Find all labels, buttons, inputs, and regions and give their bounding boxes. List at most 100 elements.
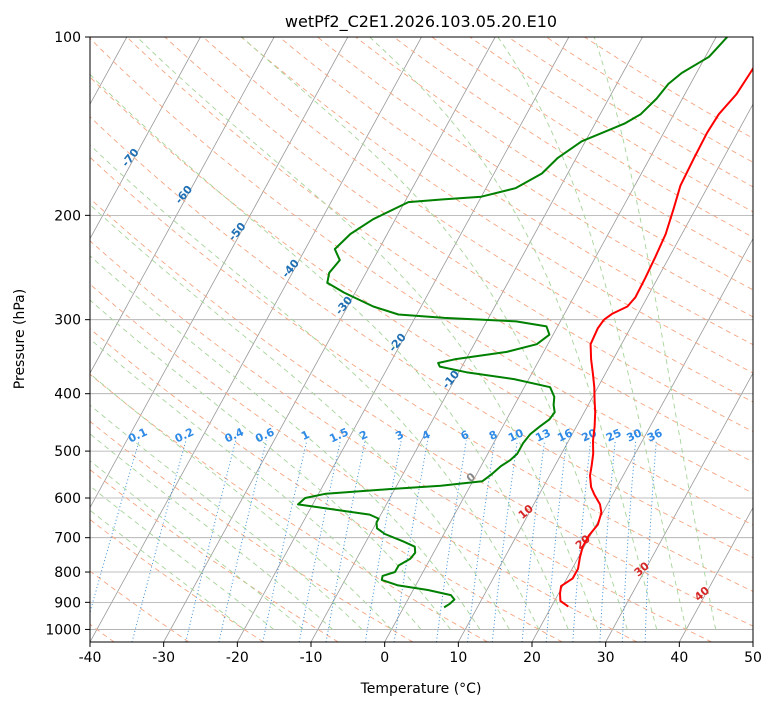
moist-adiabat-line	[90, 460, 304, 630]
moist-adiabat-line	[90, 509, 245, 630]
mixing-ratio-line	[218, 440, 267, 642]
dry-adiabat-line	[507, 37, 753, 188]
mixing-ratio-label: 20	[580, 426, 600, 444]
isotherm-line	[90, 37, 422, 642]
chart-title: wetPf2_C2E1.2026.103.05.20.E10	[285, 12, 557, 32]
plot-frame	[89, 36, 754, 643]
moist-adiabat-line	[90, 144, 540, 630]
mixing-ratio-line	[599, 440, 616, 642]
isotherm-label: -80	[66, 109, 89, 133]
mixing-ratio-line	[131, 440, 187, 642]
mixing-ratio-label: 4	[420, 428, 433, 443]
isotherm-line	[90, 37, 201, 240]
mixing-ratio-label: 13	[533, 426, 552, 444]
mixing-ratio-label: 0.4	[223, 425, 246, 445]
dry-adiabat-line	[90, 328, 563, 642]
y-tick-label: 600	[54, 491, 81, 507]
y-tick-label: 900	[54, 595, 81, 611]
y-tick-label: 700	[54, 531, 81, 547]
dry-adiabat-line	[90, 373, 488, 642]
moist-adiabat-line	[90, 255, 481, 630]
mixing-ratio-label: 25	[604, 426, 623, 444]
y-tick-label: 200	[54, 208, 81, 224]
dry-adiabat-line	[431, 37, 753, 238]
dry-adiabat-line	[126, 37, 753, 463]
mixing-ratio-label: 16	[555, 426, 575, 444]
isotherm-line	[163, 37, 496, 642]
x-tick-label: 40	[670, 650, 688, 666]
mixing-ratio-line	[185, 440, 237, 642]
dry-adiabat-line	[90, 197, 753, 627]
mixing-ratio-line	[467, 440, 496, 642]
x-tick-label: 0	[380, 650, 389, 666]
isotherm-line	[310, 37, 643, 642]
y-tick-label: 500	[54, 444, 81, 460]
mixing-ratio-line	[491, 440, 518, 642]
y-tick-label: 400	[54, 387, 81, 403]
mixing-ratio-label: 0.1	[126, 425, 149, 445]
dry-adiabat-line	[355, 37, 753, 291]
dry-adiabat-line	[240, 37, 753, 374]
moist-adiabat-line	[90, 73, 569, 630]
mixing-ratio-line	[262, 440, 308, 642]
x-tick-label: -30	[152, 650, 175, 666]
isotherm-line	[90, 37, 349, 509]
mixing-ratio-label: 6	[459, 428, 472, 443]
mixing-ratio-line	[521, 440, 546, 642]
isotherm-line	[236, 37, 570, 642]
moist-adiabat-line	[90, 485, 274, 630]
mixing-ratio-line	[325, 440, 366, 642]
isotherm-line	[457, 103, 753, 642]
moist-adiabat-line	[136, 37, 599, 630]
dry-adiabat-line	[90, 116, 753, 559]
mixing-ratio-label: 0.2	[173, 425, 196, 445]
mixing-ratio-label: 36	[645, 426, 665, 444]
moist-adiabat-line	[90, 204, 510, 630]
dry-adiabat-line	[317, 37, 753, 318]
isotherm-line	[678, 506, 753, 642]
x-tick-label: -10	[300, 650, 323, 666]
dry-adiabat-line	[279, 37, 753, 346]
isotherm-line	[752, 641, 753, 642]
mixing-ratio-line	[90, 440, 140, 615]
mixing-ratio-line	[298, 440, 341, 642]
mixing-ratio-line	[435, 440, 467, 642]
isotherm-line	[90, 37, 275, 374]
dry-adiabat-line	[90, 37, 753, 494]
isotherm-label: -90	[12, 72, 35, 96]
dry-adiabat-line	[90, 518, 264, 642]
dry-adiabat-line	[90, 156, 753, 592]
mixing-ratio-label: 1	[299, 428, 311, 443]
x-axis-label: Temperature (°C)	[360, 681, 482, 697]
y-tick-label: 300	[54, 313, 81, 329]
moist-adiabat-line	[593, 37, 717, 630]
moist-adiabat-line	[90, 433, 333, 630]
dry-adiabat-line	[393, 37, 753, 264]
moist-adiabat-line	[90, 338, 422, 630]
moist-adiabat-line	[497, 37, 687, 630]
mixing-ratio-label: 10	[506, 426, 526, 444]
y-axis-label: Pressure (hPa)	[12, 289, 28, 389]
x-tick-label: 10	[449, 650, 467, 666]
isotherm-line	[531, 237, 753, 642]
y-tick-label: 1000	[45, 622, 81, 638]
dry-adiabat-line	[90, 570, 190, 642]
mixing-ratio-line	[545, 440, 568, 642]
mixing-ratio-label: 30	[624, 426, 644, 444]
x-tick-label: 20	[523, 650, 541, 666]
dry-adiabat-line	[90, 240, 712, 642]
dry-adiabat-line	[90, 420, 414, 642]
mixing-ratio-label: 2	[357, 428, 369, 443]
isotherm-line	[384, 37, 717, 642]
dry-adiabat-line	[164, 37, 753, 433]
x-tick-label: 30	[597, 650, 615, 666]
mixing-ratio-line	[393, 440, 429, 642]
dewpoint-profile-line	[297, 37, 728, 609]
x-tick-label: -20	[226, 650, 249, 666]
moist-adiabat-line	[241, 37, 628, 630]
mixing-ratio-line	[572, 440, 592, 642]
dry-adiabat-line	[90, 76, 753, 526]
temperature-profile-line	[559, 66, 753, 608]
mixing-ratio-line	[364, 440, 402, 642]
